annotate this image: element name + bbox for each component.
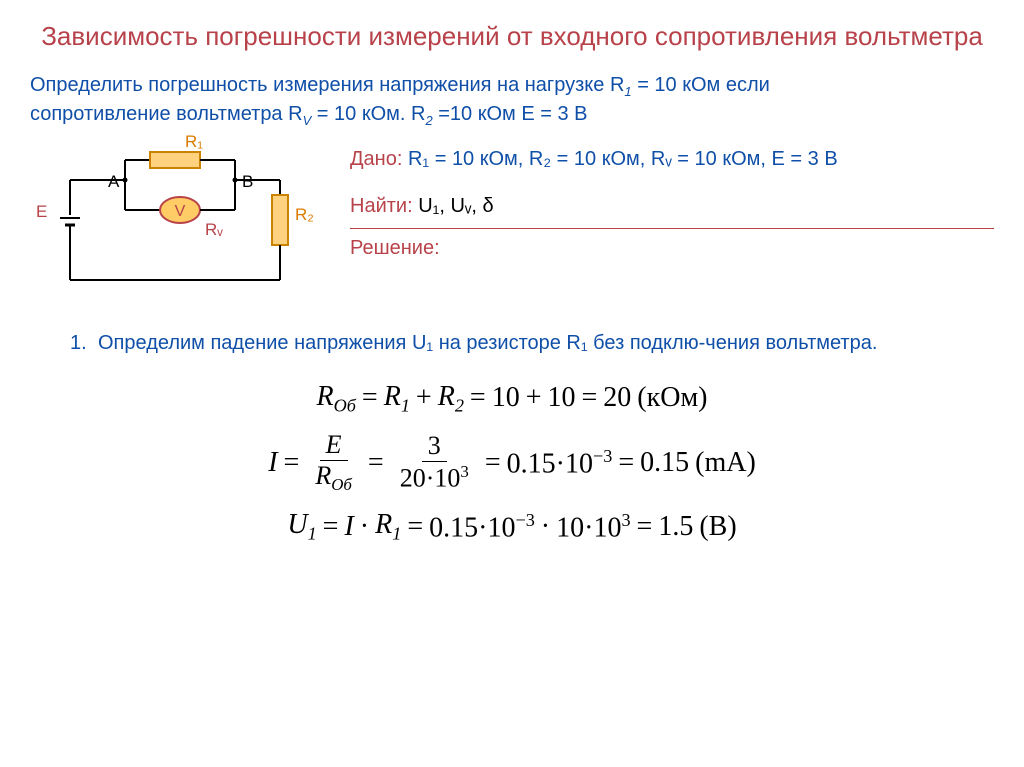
label-A: A — [108, 172, 119, 192]
equation-3: U1 = I · R1 = 0.15·10−3 · 10·103 = 1.5(B… — [30, 509, 994, 545]
step-1: 1.Определим падение напряжения U₁ на рез… — [70, 330, 994, 356]
equation-1: RОб = R1 + R2 = 10 + 10 = 20(кОм) — [30, 381, 994, 417]
find-line: Найти: U₁, Uᵥ, δ — [350, 195, 994, 218]
label-B: B — [242, 172, 253, 192]
solution-label: Решение: — [350, 237, 994, 260]
divider — [350, 228, 994, 229]
equation-2: I = E RОб = 3 20·103 = 0.15·10−3 = 0.15(… — [30, 430, 994, 495]
svg-text:V: V — [175, 203, 186, 220]
label-Rv: Rᵥ — [205, 220, 223, 240]
given-line: Дано: R₁ = 10 кОм, R₂ = 10 кОм, Rᵥ = 10 … — [350, 148, 994, 171]
problem-statement: Определить погрешность измерения напряже… — [30, 72, 994, 130]
page-title: Зависимость погрешности измерений от вхо… — [30, 20, 994, 54]
label-R1: R₁ — [185, 132, 203, 152]
label-E: E — [36, 202, 47, 222]
equations-block: RОб = R1 + R2 = 10 + 10 = 20(кОм) I = E … — [30, 381, 994, 545]
label-R2: R₂ — [295, 205, 314, 225]
circuit-diagram: V E A B R₁ R₂ Rᵥ — [30, 140, 320, 300]
